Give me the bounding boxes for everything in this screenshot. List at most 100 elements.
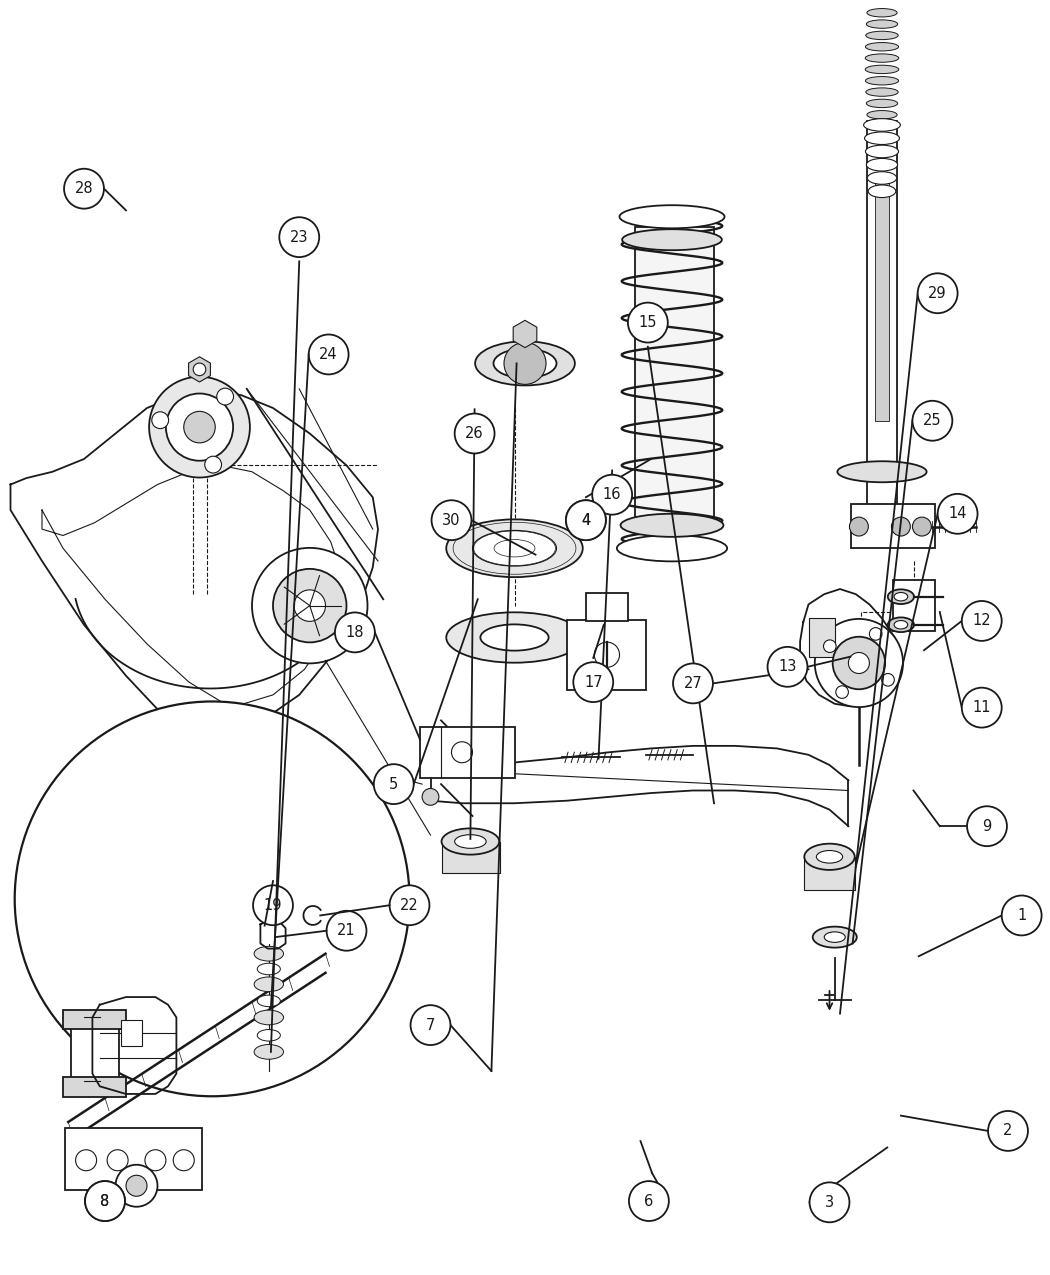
Circle shape xyxy=(673,663,713,704)
Circle shape xyxy=(184,412,215,442)
Circle shape xyxy=(573,662,613,703)
Circle shape xyxy=(629,1181,669,1221)
Ellipse shape xyxy=(254,977,284,992)
FancyBboxPatch shape xyxy=(63,1010,126,1029)
Ellipse shape xyxy=(446,519,583,578)
Circle shape xyxy=(833,636,885,690)
Circle shape xyxy=(205,456,222,473)
Circle shape xyxy=(145,1150,166,1170)
Ellipse shape xyxy=(865,145,899,158)
Ellipse shape xyxy=(865,65,899,74)
Circle shape xyxy=(967,806,1007,847)
Circle shape xyxy=(594,643,620,667)
Ellipse shape xyxy=(888,617,914,632)
Text: 15: 15 xyxy=(638,315,657,330)
Circle shape xyxy=(432,500,471,541)
Ellipse shape xyxy=(866,20,898,28)
Text: 13: 13 xyxy=(778,659,797,674)
Circle shape xyxy=(273,569,346,643)
Circle shape xyxy=(76,1150,97,1170)
Ellipse shape xyxy=(838,462,926,482)
Circle shape xyxy=(411,1005,450,1046)
Ellipse shape xyxy=(867,172,897,185)
FancyBboxPatch shape xyxy=(804,857,855,890)
Circle shape xyxy=(173,1150,194,1170)
Ellipse shape xyxy=(617,536,727,561)
Ellipse shape xyxy=(866,158,898,171)
Text: 6: 6 xyxy=(645,1193,653,1209)
FancyBboxPatch shape xyxy=(808,618,835,657)
Ellipse shape xyxy=(254,946,284,961)
Circle shape xyxy=(152,412,169,428)
FancyBboxPatch shape xyxy=(850,504,934,548)
Text: 8: 8 xyxy=(101,1193,109,1209)
Text: 29: 29 xyxy=(928,286,947,301)
Text: 4: 4 xyxy=(582,513,590,528)
Circle shape xyxy=(768,646,807,687)
Circle shape xyxy=(252,548,368,663)
Circle shape xyxy=(216,388,233,405)
Ellipse shape xyxy=(257,994,280,1007)
Circle shape xyxy=(455,413,495,454)
Ellipse shape xyxy=(621,514,723,537)
Circle shape xyxy=(848,653,869,673)
Text: 12: 12 xyxy=(972,613,991,629)
Circle shape xyxy=(193,363,206,376)
FancyBboxPatch shape xyxy=(867,121,897,510)
Circle shape xyxy=(309,334,349,375)
Text: 27: 27 xyxy=(684,676,702,691)
Circle shape xyxy=(566,500,606,541)
Text: 30: 30 xyxy=(442,513,461,528)
Ellipse shape xyxy=(813,927,857,947)
Ellipse shape xyxy=(894,621,907,629)
FancyBboxPatch shape xyxy=(586,593,628,621)
Ellipse shape xyxy=(888,589,914,604)
Circle shape xyxy=(918,273,958,314)
Polygon shape xyxy=(513,320,537,348)
Ellipse shape xyxy=(481,625,548,650)
Circle shape xyxy=(64,168,104,209)
Text: 9: 9 xyxy=(983,819,991,834)
Ellipse shape xyxy=(254,1010,284,1025)
Circle shape xyxy=(85,1181,125,1221)
FancyBboxPatch shape xyxy=(65,1128,202,1190)
Circle shape xyxy=(891,518,910,536)
FancyBboxPatch shape xyxy=(442,842,500,873)
Circle shape xyxy=(15,701,410,1096)
Circle shape xyxy=(116,1165,158,1206)
Circle shape xyxy=(107,1150,128,1170)
Circle shape xyxy=(85,1181,125,1221)
Ellipse shape xyxy=(824,932,845,942)
Circle shape xyxy=(836,686,848,699)
Circle shape xyxy=(869,627,882,640)
Ellipse shape xyxy=(866,88,898,97)
Circle shape xyxy=(390,885,429,926)
Text: 25: 25 xyxy=(923,413,942,428)
Circle shape xyxy=(962,687,1002,728)
Ellipse shape xyxy=(442,829,500,854)
Circle shape xyxy=(166,394,233,460)
Text: 28: 28 xyxy=(75,181,93,196)
Ellipse shape xyxy=(622,230,722,250)
Circle shape xyxy=(962,601,1002,641)
Circle shape xyxy=(452,742,472,762)
Ellipse shape xyxy=(864,131,900,144)
Text: 19: 19 xyxy=(264,898,282,913)
Circle shape xyxy=(422,788,439,806)
Ellipse shape xyxy=(620,205,724,228)
Circle shape xyxy=(1002,895,1042,936)
Text: 4: 4 xyxy=(582,513,590,528)
Text: 23: 23 xyxy=(290,230,309,245)
FancyBboxPatch shape xyxy=(63,1077,126,1096)
Text: 8: 8 xyxy=(101,1193,109,1209)
Circle shape xyxy=(504,343,546,384)
Circle shape xyxy=(335,612,375,653)
Ellipse shape xyxy=(865,42,899,51)
FancyBboxPatch shape xyxy=(420,727,514,778)
Circle shape xyxy=(566,500,606,541)
Ellipse shape xyxy=(867,111,897,119)
FancyBboxPatch shape xyxy=(121,1020,142,1045)
Text: 16: 16 xyxy=(603,487,622,502)
Circle shape xyxy=(592,474,632,515)
Text: 7: 7 xyxy=(426,1017,435,1033)
